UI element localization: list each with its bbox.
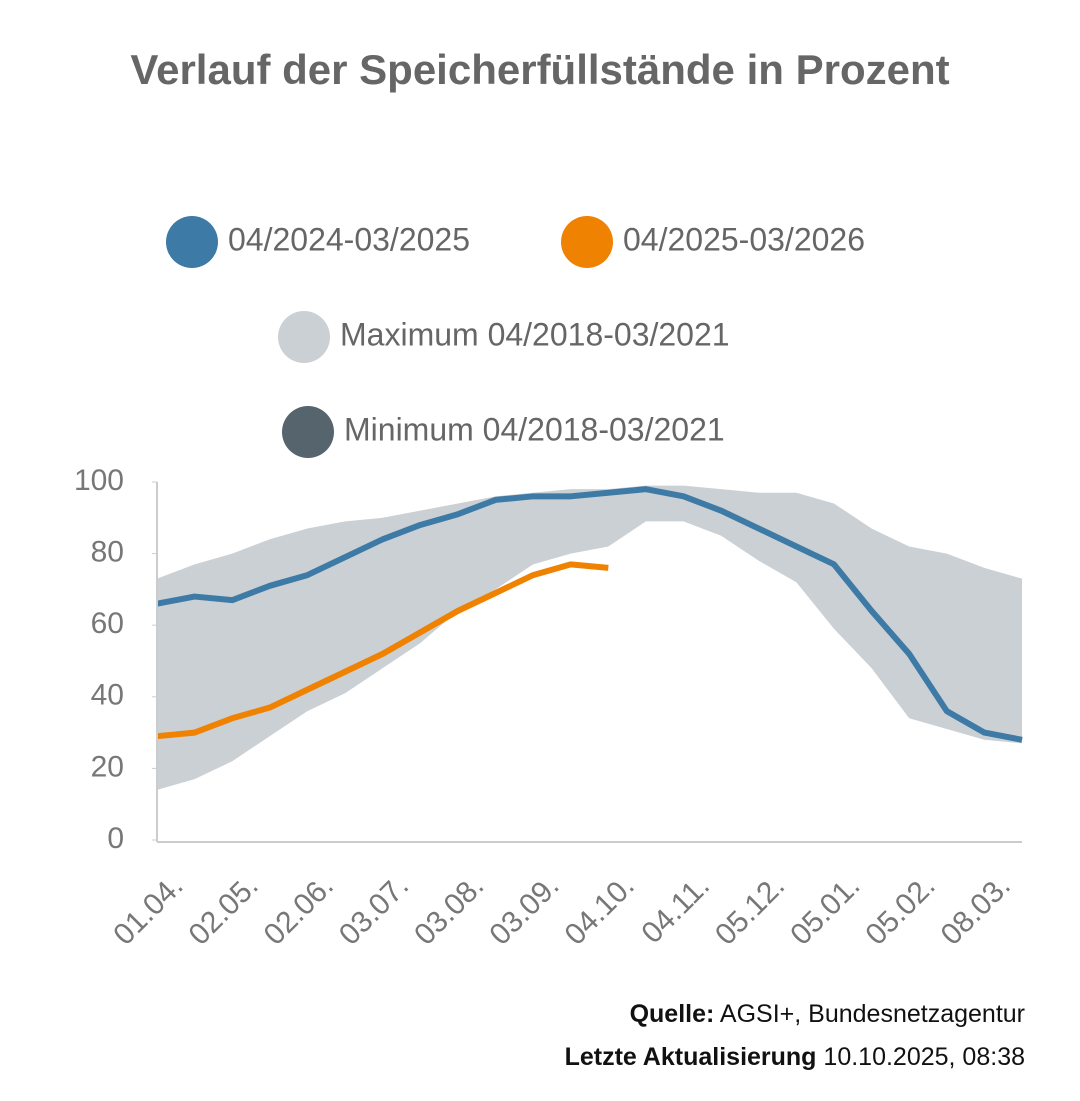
updated-label: Letzte Aktualisierung	[565, 1043, 817, 1071]
updated-text: 10.10.2025, 08:38	[823, 1043, 1025, 1071]
x-tick-label: 01.04.	[107, 869, 189, 951]
series-line	[156, 561, 609, 740]
x-tick-label: 02.05.	[182, 869, 264, 951]
legend-label: Maximum 04/2018-03/2021	[340, 316, 730, 352]
source-text: AGSI+, Bundesnetzagentur	[720, 1000, 1025, 1028]
y-tick-label: 100	[74, 464, 124, 497]
y-tick-label: 60	[91, 607, 124, 640]
legend-label: Minimum 04/2018-03/2021	[344, 411, 725, 447]
legend-swatch	[561, 216, 613, 268]
y-tick-label: 0	[107, 822, 124, 855]
plot-area	[156, 485, 1023, 840]
legend-swatch	[166, 216, 218, 268]
y-tick-label: 80	[91, 536, 124, 569]
source-label: Quelle:	[630, 1000, 715, 1028]
y-tick-label: 20	[91, 750, 124, 783]
x-tick-label: 08.03.	[935, 869, 1017, 951]
x-tick-label: 05.12.	[709, 869, 791, 951]
series-line	[156, 486, 1023, 743]
x-tick-label: 05.02.	[859, 869, 941, 951]
source: Quelle: AGSI+, Bundesnetzagentur	[630, 1000, 1025, 1028]
min-area	[157, 521, 1022, 840]
updated: Letzte Aktualisierung 10.10.2025, 08:38	[565, 1043, 1025, 1071]
x-tick-label: 03.09.	[483, 869, 565, 951]
legend-label: 04/2024-03/2025	[228, 221, 470, 257]
legend-label: 04/2025-03/2026	[623, 221, 865, 257]
x-tick-label: 03.07.	[333, 869, 415, 951]
x-tick-label: 05.01.	[784, 869, 866, 951]
x-tick-label: 02.06.	[258, 869, 340, 951]
y-tick-label: 40	[91, 679, 124, 712]
legend-swatch	[278, 311, 330, 363]
legend-swatch	[282, 406, 334, 458]
x-tick-label: 04.11.	[635, 869, 716, 950]
x-tick-label: 04.10.	[559, 869, 641, 951]
x-tick-label: 03.08.	[408, 869, 490, 951]
chart-title: Verlauf der Speicherfüllstände in Prozen…	[130, 46, 949, 93]
